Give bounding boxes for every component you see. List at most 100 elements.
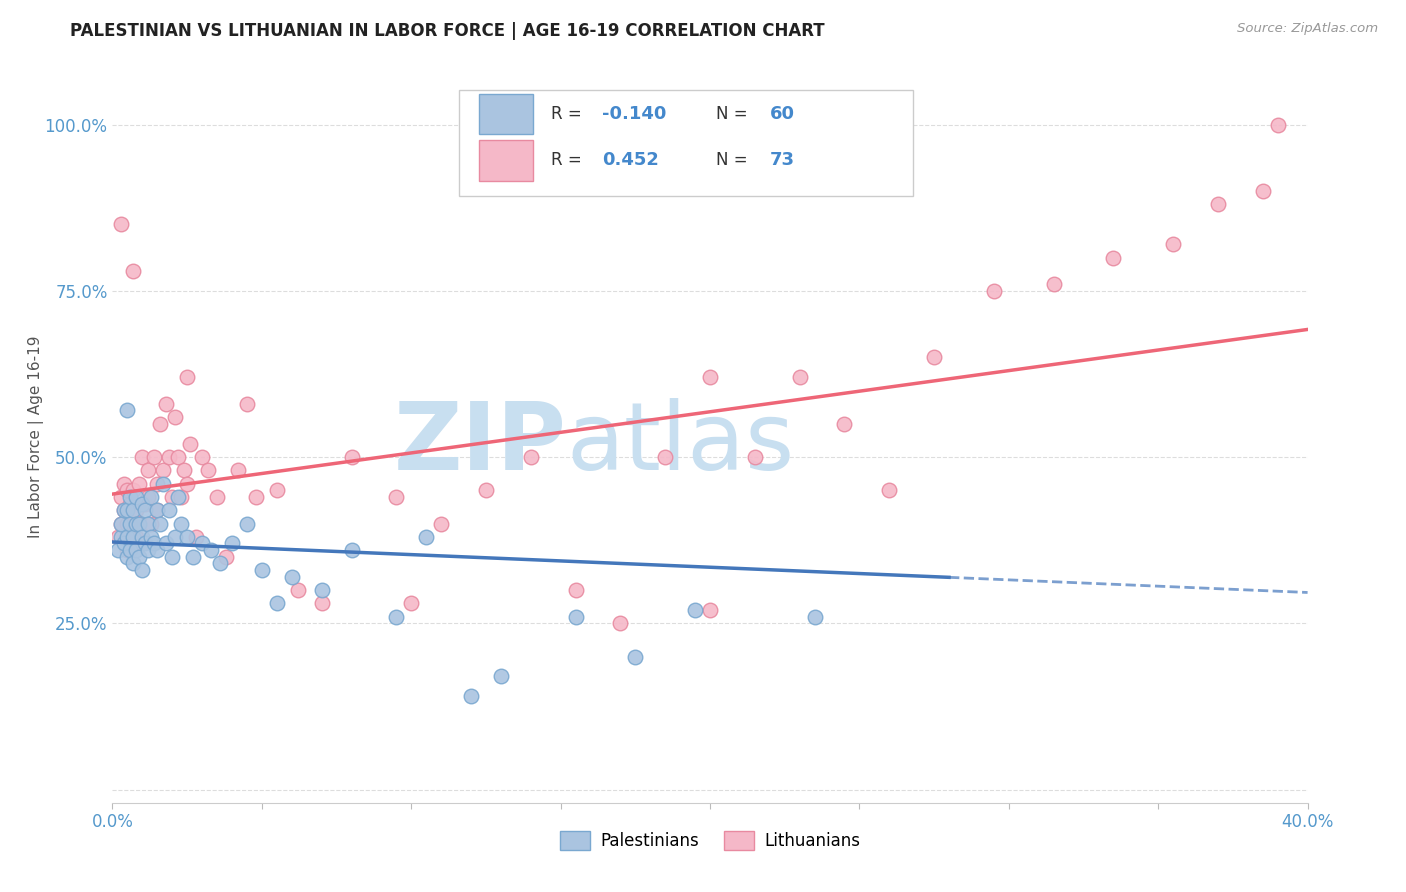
Point [311, 596, 333, 610]
Point [125, 543, 148, 558]
Point [141, 516, 163, 531]
Point [624, 649, 647, 664]
Point [340, 450, 363, 464]
Point [128, 516, 150, 531]
Point [134, 503, 156, 517]
Point [654, 450, 676, 464]
Point [122, 264, 145, 278]
Point [128, 516, 150, 531]
Point [165, 410, 187, 425]
Point [120, 497, 142, 511]
Point [1042, 277, 1064, 292]
Point [134, 497, 156, 511]
Point [287, 582, 309, 597]
Point [149, 516, 172, 531]
Point [110, 217, 132, 231]
Point [181, 549, 204, 564]
Point [141, 530, 163, 544]
Text: N =: N = [716, 151, 752, 169]
Point [146, 503, 169, 517]
Point [146, 503, 169, 517]
Text: 73: 73 [770, 151, 794, 169]
Point [117, 503, 139, 517]
Point [131, 497, 153, 511]
Point [162, 490, 183, 504]
Point [157, 503, 180, 517]
Point [125, 516, 148, 531]
Point [120, 490, 142, 504]
Point [250, 563, 273, 577]
Point [114, 536, 135, 550]
Point [114, 503, 135, 517]
Point [744, 450, 766, 464]
Point [789, 370, 811, 384]
Point [117, 516, 139, 531]
Point [1251, 184, 1274, 198]
Point [186, 530, 208, 544]
Point [128, 549, 150, 564]
Point [699, 603, 721, 617]
Point [489, 669, 512, 683]
Point [149, 417, 172, 431]
Text: R =: R = [551, 151, 592, 169]
Point [879, 483, 901, 498]
Point [564, 609, 586, 624]
Point [120, 516, 142, 531]
Point [1102, 251, 1125, 265]
Point [122, 483, 145, 498]
Point [197, 463, 219, 477]
Point [520, 450, 543, 464]
Point [138, 516, 160, 531]
Point [1161, 237, 1184, 252]
Point [460, 690, 482, 704]
Point [215, 549, 238, 564]
Text: 0.452: 0.452 [603, 151, 659, 169]
Text: -0.140: -0.140 [603, 104, 666, 122]
Point [803, 609, 825, 624]
Point [122, 530, 145, 544]
Point [117, 543, 139, 558]
Point [114, 476, 135, 491]
Point [128, 476, 150, 491]
Point [226, 463, 249, 477]
Point [415, 530, 437, 544]
Point [122, 557, 145, 571]
Point [430, 516, 453, 531]
Point [209, 557, 232, 571]
FancyBboxPatch shape [458, 90, 914, 195]
Point [138, 463, 160, 477]
Point [162, 549, 183, 564]
Point [236, 516, 259, 531]
Point [110, 516, 132, 531]
Point [152, 476, 174, 491]
Point [311, 582, 333, 597]
Point [125, 503, 148, 517]
Point [170, 516, 193, 531]
Point [146, 476, 169, 491]
Point [281, 570, 304, 584]
Point [564, 582, 586, 597]
Point [117, 549, 139, 564]
FancyBboxPatch shape [479, 94, 533, 134]
Point [205, 490, 228, 504]
Point [114, 503, 135, 517]
Point [143, 450, 166, 464]
Point [107, 530, 129, 544]
Point [1267, 118, 1289, 132]
Point [110, 490, 132, 504]
Point [983, 284, 1005, 298]
Point [236, 397, 259, 411]
Point [173, 463, 195, 477]
Text: N =: N = [716, 104, 752, 122]
Point [138, 490, 160, 504]
Point [266, 483, 288, 498]
Point [155, 397, 177, 411]
Point [200, 543, 222, 558]
Point [176, 476, 198, 491]
Point [131, 530, 153, 544]
Point [340, 543, 363, 558]
Point [131, 450, 153, 464]
Point [179, 436, 201, 450]
Point [117, 483, 139, 498]
Point [475, 483, 498, 498]
